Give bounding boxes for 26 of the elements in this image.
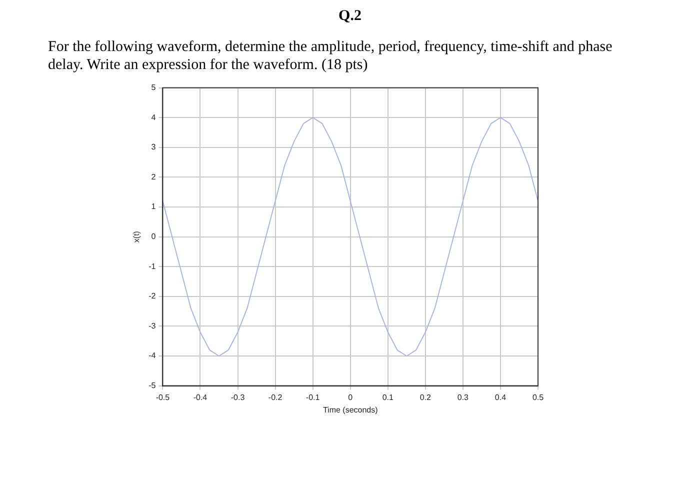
y-tick-label: -4 — [148, 351, 156, 360]
x-tick-label: -0.2 — [268, 392, 283, 402]
x-tick-label: 0.3 — [457, 392, 470, 402]
x-tick-label: 0.4 — [494, 392, 507, 402]
x-tick-label: 0.5 — [532, 392, 544, 402]
y-tick-label: 0 — [151, 232, 156, 242]
x-tick-label: -0.5 — [156, 392, 170, 402]
y-tick-label: 2 — [151, 172, 156, 182]
y-tick-label: 4 — [151, 112, 156, 122]
y-tick-label: 1 — [151, 202, 156, 212]
y-tick-label: -3 — [148, 321, 156, 330]
y-tick-label: -1 — [148, 262, 156, 271]
chart-subtitle: For the following waveform, determine the amplitude, period, frequency, time-shift and phase delay. Write an expression for the waveform. (18 pts) — [48, 38, 614, 74]
y-tick-label: -5 — [148, 381, 156, 390]
x-tick-label: 0 — [348, 392, 354, 402]
y-tick-label: -2 — [148, 292, 156, 301]
x-tick-label: -0.3 — [230, 392, 246, 402]
x-tick-label: -0.1 — [306, 392, 320, 402]
y-tick-label: 5 — [151, 83, 156, 92]
x-tick-label: 0.1 — [382, 392, 394, 402]
y-tick-label: 3 — [151, 142, 156, 152]
x-tick-label: -0.4 — [193, 392, 208, 402]
x-tick-label: 0.2 — [420, 392, 432, 402]
chart-title: Q.2 — [338, 8, 362, 25]
x-axis-title: Time (seconds) — [322, 405, 378, 414]
y-axis-title: x(t) — [132, 230, 142, 243]
